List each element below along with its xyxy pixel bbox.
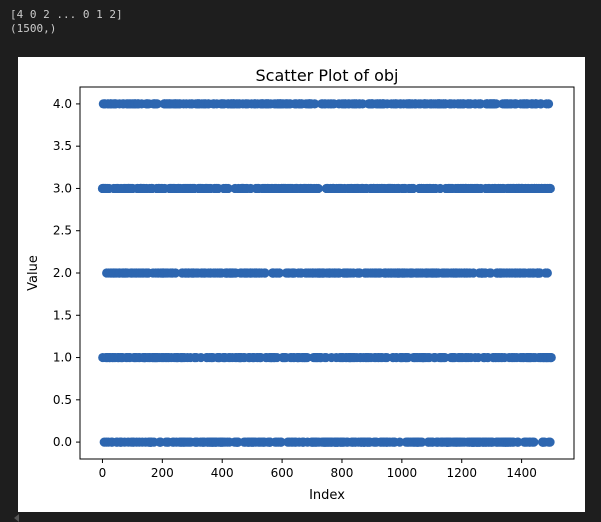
y-tick-label: 0.0 <box>53 435 72 449</box>
x-tick-label: 400 <box>211 466 234 480</box>
x-tick-label: 800 <box>331 466 354 480</box>
scatter-point <box>395 437 405 447</box>
y-tick-label: 2.0 <box>53 266 72 280</box>
scatter-point <box>543 99 554 109</box>
x-tick-label: 200 <box>151 466 174 480</box>
x-axis-label: Index <box>309 488 345 503</box>
scatter-point <box>260 268 270 278</box>
scatter-point <box>545 183 555 194</box>
scatter-point <box>313 183 323 194</box>
data-points <box>97 99 556 447</box>
scatter-point <box>223 183 233 194</box>
scatter-point <box>546 352 556 363</box>
scatter-point <box>545 437 555 447</box>
scatter-point <box>276 437 286 447</box>
y-axis-ticks: 0.0 0.5 1.0 1.5 2.0 2.5 3.0 3.5 4.0 <box>53 97 80 449</box>
x-tick-label: 600 <box>271 466 294 480</box>
cell-output-text: [4 0 2 ... 0 1 2] (1500,) <box>10 8 123 36</box>
scatter-figure: 0 200 400 600 800 1000 1200 1400 0.0 0.5 1.0 1.5 2.… <box>18 57 585 512</box>
x-tick-label: 1400 <box>506 466 537 480</box>
y-tick-label: 4.0 <box>53 97 72 111</box>
scatter-point <box>529 437 539 447</box>
y-tick-label: 3.0 <box>53 181 72 195</box>
scroll-left-icon[interactable] <box>14 514 19 522</box>
y-tick-label: 1.5 <box>53 308 72 322</box>
y-tick-label: 0.5 <box>53 393 72 407</box>
chart-title: Scatter Plot of obj <box>256 66 399 85</box>
y-tick-label: 3.5 <box>53 139 72 153</box>
x-tick-label: 1000 <box>387 466 418 480</box>
y-tick-label: 1.0 <box>53 351 72 365</box>
x-axis-ticks: 0 200 400 600 800 1000 1200 1400 <box>99 459 537 480</box>
scatter-point <box>152 99 162 109</box>
x-tick-label: 1200 <box>446 466 477 480</box>
y-tick-label: 2.5 <box>53 224 72 238</box>
scatter-point <box>274 268 284 278</box>
output-line-array: [4 0 2 ... 0 1 2] <box>10 8 123 21</box>
y-axis-label: Value <box>26 255 41 291</box>
scatter-chart: 0 200 400 600 800 1000 1200 1400 0.0 0.5 1.0 1.5 2.… <box>26 66 575 503</box>
scatter-point <box>302 352 312 363</box>
scatter-point <box>417 437 427 447</box>
scatter-point <box>491 99 501 109</box>
scatter-point <box>542 268 552 278</box>
x-tick-label: 0 <box>99 466 107 480</box>
scatter-point <box>310 99 320 109</box>
output-line-shape: (1500,) <box>10 22 57 35</box>
scatter-point <box>170 268 181 278</box>
scatter-point <box>513 437 523 447</box>
